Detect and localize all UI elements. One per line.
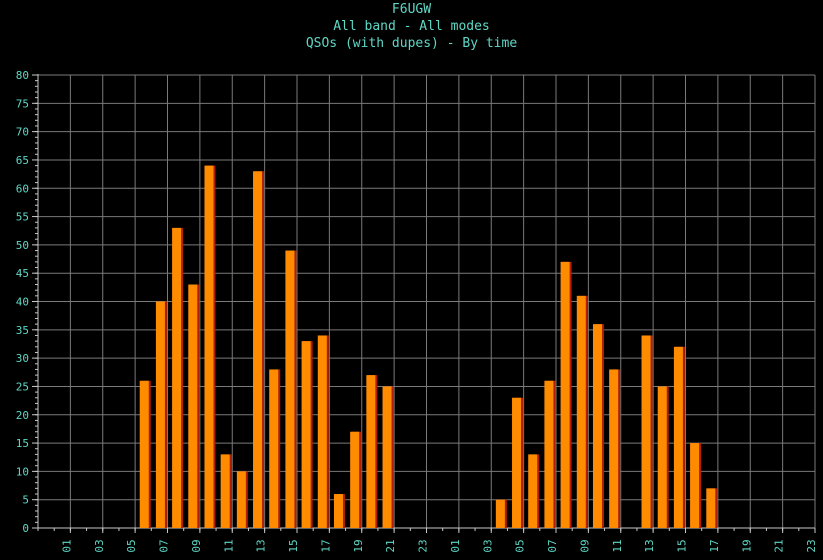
bar — [236, 471, 246, 528]
y-tick-label: 55 — [16, 211, 29, 224]
y-tick-label: 45 — [16, 267, 29, 280]
x-tick-label: 01 — [60, 539, 73, 552]
y-tick-label: 35 — [16, 324, 29, 337]
bar — [188, 284, 198, 528]
x-tick-label: 23 — [417, 539, 430, 552]
x-tick-label: 09 — [578, 539, 591, 552]
x-tick-label: 01 — [449, 539, 462, 552]
bar — [609, 369, 619, 528]
x-tick-label: 11 — [222, 539, 235, 552]
chart-subtitle-qsos: QSOs (with dupes) - By time — [305, 36, 518, 51]
y-tick-label: 40 — [16, 296, 29, 309]
y-tick-label: 20 — [16, 409, 29, 422]
x-tick-label: 21 — [384, 539, 397, 552]
bar — [560, 261, 570, 528]
y-tick-label: 75 — [16, 97, 29, 110]
bar — [495, 499, 505, 528]
y-tick-label: 15 — [16, 437, 29, 450]
x-tick-label: 13 — [255, 539, 268, 552]
bar — [592, 324, 602, 528]
x-tick-label: 19 — [740, 539, 753, 552]
x-tick-label: 15 — [287, 539, 300, 552]
bar — [544, 380, 554, 528]
y-tick-label: 5 — [22, 494, 29, 507]
bar — [690, 443, 700, 528]
bar — [139, 380, 149, 528]
x-tick-label: 09 — [190, 539, 203, 552]
x-tick-label: 21 — [773, 539, 786, 552]
bar — [706, 488, 716, 528]
chart-subtitle-band-mode: All band - All modes — [333, 19, 490, 34]
bar — [512, 397, 522, 528]
y-tick-label: 70 — [16, 126, 29, 139]
x-tick-label: 17 — [319, 539, 332, 552]
x-tick-label: 03 — [93, 539, 106, 552]
bar — [172, 227, 182, 528]
x-tick-label: 07 — [158, 539, 171, 552]
y-tick-label: 25 — [16, 380, 29, 393]
bar — [333, 494, 343, 528]
x-tick-label: 07 — [546, 539, 559, 552]
x-tick-label: 05 — [514, 539, 527, 552]
bar — [382, 386, 392, 528]
bar — [350, 431, 360, 528]
bar — [366, 375, 376, 528]
bar — [317, 335, 327, 528]
y-tick-label: 30 — [16, 352, 29, 365]
bar — [657, 386, 667, 528]
bar — [301, 341, 311, 528]
x-tick-label: 11 — [611, 539, 624, 552]
bar — [528, 454, 538, 528]
bar — [673, 346, 683, 528]
x-tick-label: 05 — [125, 539, 138, 552]
y-tick-label: 50 — [16, 239, 29, 252]
bar — [576, 295, 586, 528]
x-tick-label: 19 — [352, 539, 365, 552]
x-tick-label: 03 — [481, 539, 494, 552]
x-tick-label: 15 — [676, 539, 689, 552]
bar — [269, 369, 279, 528]
bar — [220, 454, 230, 528]
bar — [204, 165, 214, 528]
bar — [285, 250, 295, 528]
y-tick-label: 0 — [22, 522, 29, 535]
y-tick-label: 60 — [16, 182, 29, 195]
y-tick-label: 10 — [16, 465, 29, 478]
x-tick-label: 13 — [643, 539, 656, 552]
bar — [155, 301, 165, 528]
bar — [641, 335, 651, 528]
chart-title: F6UGW — [391, 2, 432, 17]
y-tick-label: 80 — [16, 69, 29, 82]
x-tick-label: 23 — [805, 539, 818, 552]
y-tick-label: 65 — [16, 154, 29, 167]
x-tick-label: 17 — [708, 539, 721, 552]
bar — [253, 171, 263, 528]
